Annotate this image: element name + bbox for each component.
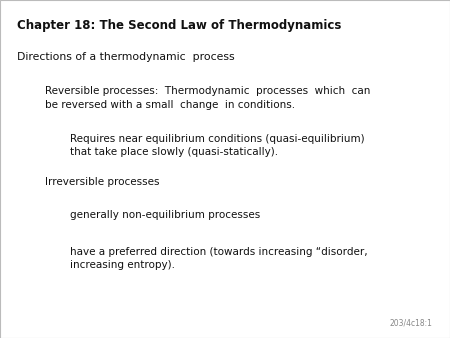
Text: have a preferred direction (towards increasing “disorder,
increasing entropy).: have a preferred direction (towards incr… [70, 247, 367, 270]
Text: 203/4c18:1: 203/4c18:1 [389, 319, 432, 328]
Text: Reversible processes:  Thermodynamic  processes  which  can
be reversed with a s: Reversible processes: Thermodynamic proc… [45, 86, 370, 110]
Text: Directions of a thermodynamic  process: Directions of a thermodynamic process [17, 52, 235, 63]
Text: Chapter 18: The Second Law of Thermodynamics: Chapter 18: The Second Law of Thermodyna… [17, 19, 342, 31]
Text: generally non-equilibrium processes: generally non-equilibrium processes [70, 210, 260, 220]
Text: Irreversible processes: Irreversible processes [45, 177, 159, 188]
Text: Requires near equilibrium conditions (quasi-equilibrium)
that take place slowly : Requires near equilibrium conditions (qu… [70, 134, 364, 157]
